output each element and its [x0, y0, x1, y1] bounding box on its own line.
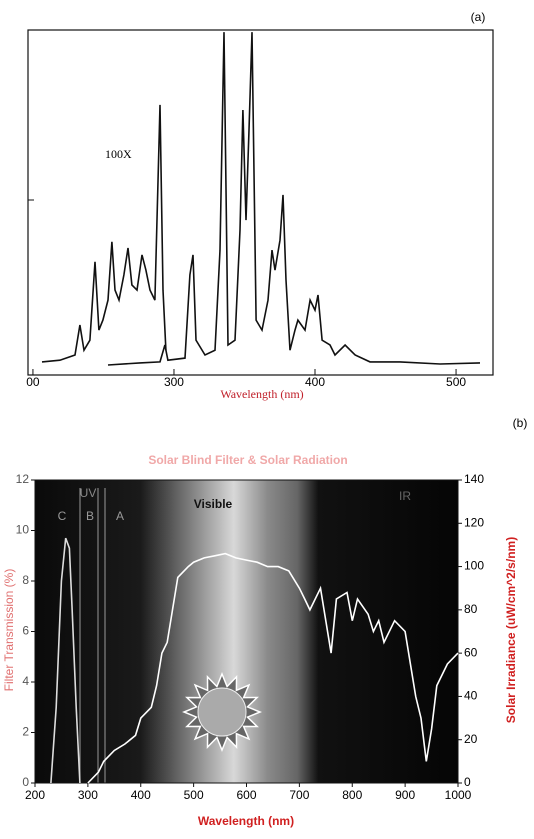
- panel-a: 00 300 400 500 100X (a) Wavelength (nm): [26, 10, 494, 401]
- band-label: B: [86, 509, 94, 523]
- x-tick-label: 900: [395, 788, 415, 802]
- x-tick-label: 1000: [445, 788, 472, 802]
- y2-tick-label: 140: [464, 472, 484, 486]
- x-tick-label: 700: [289, 788, 309, 802]
- spectrum-line: [107, 32, 481, 366]
- y2-tick-label: 20: [464, 732, 478, 746]
- annotation: 100X: [105, 147, 132, 161]
- plot-frame: [27, 29, 494, 376]
- band-label: A: [116, 509, 124, 523]
- x-tick-label: 400: [131, 788, 151, 802]
- y-tick-label: 0: [22, 775, 29, 789]
- x-tick-label: 600: [236, 788, 256, 802]
- y2-tick-label: 80: [464, 602, 478, 616]
- y-tick-label: 12: [16, 472, 30, 486]
- y2-tick-label: 40: [464, 689, 478, 703]
- x-tick-label: 00: [26, 375, 40, 389]
- x-axis-label: Wavelength (nm): [220, 387, 303, 401]
- y-axis-label: Filter Transmission (%): [2, 569, 16, 692]
- x-tick-label: 200: [25, 788, 45, 802]
- y2-axis-label: Solar Irradiance (uW/cm^2/s/nm): [504, 537, 518, 723]
- y2-tick-label: 120: [464, 515, 484, 529]
- y-tick-label: 4: [22, 674, 29, 688]
- y-tick-label: 6: [22, 624, 29, 638]
- panel-label: (a): [471, 10, 486, 24]
- band-label: Visible: [194, 497, 233, 511]
- band-label: UV: [80, 486, 97, 500]
- band-label: C: [58, 509, 67, 523]
- x-tick-label: 500: [184, 788, 204, 802]
- series-line: [87, 552, 459, 784]
- panel-b: 200 300 400 500 600 700 800 900 1000024681012020…: [2, 416, 528, 828]
- x-tick-label: 300: [164, 375, 184, 389]
- x-tick-label: 300: [78, 788, 98, 802]
- sun: [197, 687, 247, 737]
- series-line: [50, 537, 81, 784]
- x-tick-label: 800: [342, 788, 362, 802]
- chart-title: Solar Blind Filter & Solar Radiation: [148, 453, 347, 467]
- x-axis-label: Wavelength (nm): [198, 814, 294, 828]
- spectrum-line: [41, 104, 167, 363]
- y2-tick-label: 0: [464, 775, 471, 789]
- y-tick-label: 2: [22, 725, 29, 739]
- y-tick-label: 10: [16, 523, 30, 537]
- y-tick-label: 8: [22, 573, 29, 587]
- x-tick-label: 400: [305, 375, 325, 389]
- y2-tick-label: 60: [464, 645, 478, 659]
- y2-tick-label: 100: [464, 559, 484, 573]
- band-label: IR: [399, 489, 411, 503]
- panel-label: (b): [513, 416, 528, 430]
- x-tick-label: 500: [446, 375, 466, 389]
